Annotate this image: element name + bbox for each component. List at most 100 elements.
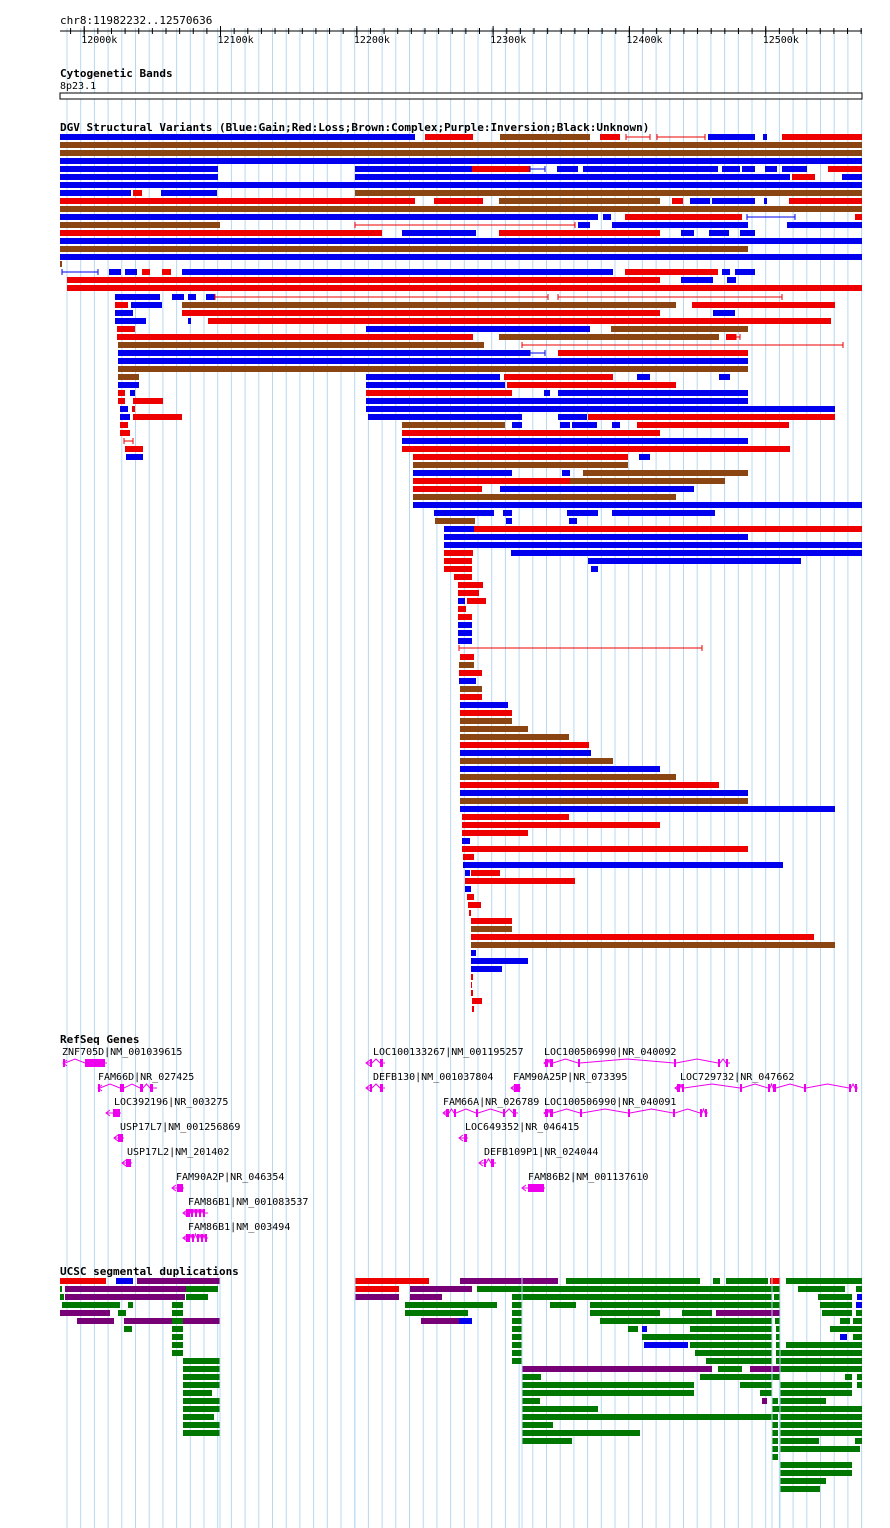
dgv-variant: [742, 166, 755, 172]
dgv-variant: [460, 686, 482, 692]
segdup-feature: [770, 1278, 780, 1284]
gene-strand-arrow: [171, 1184, 177, 1192]
dgv-variant: [366, 326, 590, 332]
segdup-feature: [772, 1430, 778, 1436]
segdup-feature: [840, 1334, 847, 1340]
dgv-variant: [558, 414, 587, 420]
dgv-variant: [792, 174, 815, 180]
gene-label[interactable]: LOC392196|NR_003275: [114, 1097, 229, 1108]
gene-label[interactable]: ZNF705D|NM_001039615: [62, 1047, 183, 1058]
gene-exon: [380, 1084, 383, 1092]
dgv-variant: [460, 694, 482, 700]
dgv-variant: [444, 566, 472, 572]
segdup-feature: [512, 1310, 522, 1316]
gene-strand-arrow: [113, 1134, 119, 1142]
gene-strand-arrow: [543, 1059, 549, 1067]
segdup-track-title[interactable]: UCSC segmental duplications: [60, 1265, 239, 1278]
segdup-feature: [775, 1318, 780, 1324]
segdup-feature: [459, 1318, 472, 1324]
dgv-variant: [569, 518, 577, 524]
dgv-variant: [460, 750, 591, 756]
dgv-variant: [125, 269, 137, 275]
dgv-variant: [126, 454, 143, 460]
dgv-variant: [208, 318, 831, 324]
dgv-variant: [511, 550, 862, 556]
segdup-feature: [522, 1422, 553, 1428]
gene-strand-arrow: [182, 1234, 188, 1242]
gene-label[interactable]: FAM66A|NR_026789: [443, 1097, 540, 1108]
segdup-feature: [772, 1454, 778, 1460]
gene-label[interactable]: USP17L7|NM_001256869: [120, 1122, 241, 1133]
dgv-track-title[interactable]: DGV Structural Variants (Blue:Gain;Red:L…: [60, 121, 650, 134]
segdup-track: [60, 1277, 862, 1528]
gene-label[interactable]: DEFB130|NM_001037804: [373, 1072, 494, 1083]
cytoband-track-title[interactable]: Cytogenetic Bands: [60, 67, 173, 80]
gene-label[interactable]: FAM86B1|NM_001083537: [188, 1197, 309, 1208]
gene-intron-line: [675, 1082, 858, 1089]
dgv-variant: [402, 230, 476, 236]
dgv-variant: [765, 166, 777, 172]
dgv-variant: [60, 246, 748, 252]
gene-exon: [120, 1084, 124, 1092]
dgv-variant: [458, 606, 466, 612]
gene-label[interactable]: USP17L2|NM_201402: [127, 1147, 230, 1158]
segdup-feature: [776, 1350, 780, 1356]
segdup-feature: [405, 1310, 468, 1316]
segdup-feature: [128, 1302, 133, 1308]
gene-exon: [849, 1084, 851, 1092]
segdup-feature: [856, 1286, 862, 1292]
dgv-variant: [444, 534, 748, 540]
dgv-variant: [460, 766, 660, 772]
gene-label[interactable]: LOC100506990|NR_040092: [544, 1047, 677, 1058]
gene-label[interactable]: FAM90A25P|NR_073395: [513, 1072, 628, 1083]
dgv-variant: [467, 598, 486, 604]
gene-exon: [454, 1109, 456, 1117]
dgv-variant: [366, 382, 505, 388]
dgv-variant: [570, 478, 725, 484]
gene-label[interactable]: FAM66D|NR_027425: [98, 1072, 195, 1083]
gene-exon: [113, 1109, 120, 1117]
gene-strand-arrow: [121, 1159, 127, 1167]
gene-exon: [92, 1059, 105, 1067]
gene-label[interactable]: LOC100506990|NR_040091: [544, 1097, 677, 1108]
segdup-feature: [186, 1286, 218, 1292]
gene-exon: [550, 1109, 553, 1117]
segdup-feature: [857, 1294, 862, 1300]
gene-label[interactable]: FAM90A2P|NR_046354: [176, 1172, 285, 1183]
dgv-variant: [465, 878, 575, 884]
dgv-variant: [413, 454, 628, 460]
segdup-feature: [780, 1438, 819, 1444]
gene-strand-arrow: [62, 1059, 68, 1067]
dgv-variant: [366, 374, 500, 380]
segdup-feature: [830, 1326, 862, 1332]
segdup-feature: [776, 1358, 780, 1364]
gene-exon: [804, 1084, 806, 1092]
segdup-feature: [853, 1334, 862, 1340]
refseq-track-title[interactable]: RefSeq Genes: [60, 1033, 140, 1046]
gene-label[interactable]: FAM86B2|NM_001137610: [528, 1172, 649, 1183]
dgv-variant: [366, 390, 512, 396]
segdup-feature: [780, 1446, 860, 1452]
gene-exon: [118, 1134, 123, 1142]
gene-label[interactable]: LOC649352|NR_046415: [465, 1122, 580, 1133]
gene-label[interactable]: FAM86B1|NM_003494: [188, 1222, 291, 1233]
segdup-feature: [772, 1414, 778, 1420]
segdup-feature: [183, 1374, 220, 1380]
dgv-variant: [117, 334, 473, 340]
gene-exon: [380, 1059, 383, 1067]
dgv-variant: [465, 870, 470, 876]
dgv-variant: [458, 598, 465, 604]
refseq-genes-track: [62, 1058, 858, 1242]
segdup-feature: [762, 1398, 767, 1404]
gene-label[interactable]: DEFB109P1|NR_024044: [484, 1147, 599, 1158]
gene-label[interactable]: LOC729732|NR_047662: [680, 1072, 795, 1083]
segdup-feature: [550, 1302, 576, 1308]
gene-label[interactable]: LOC100133267|NM_001195257: [373, 1047, 524, 1058]
segdup-feature: [566, 1278, 700, 1284]
segdup-feature: [60, 1286, 62, 1292]
dgv-variant: [460, 710, 512, 716]
dgv-variant: [115, 318, 146, 324]
ruler-tick-label: 12200k: [353, 35, 390, 46]
gene-exon: [545, 1109, 548, 1117]
dgv-variant: [474, 526, 862, 532]
